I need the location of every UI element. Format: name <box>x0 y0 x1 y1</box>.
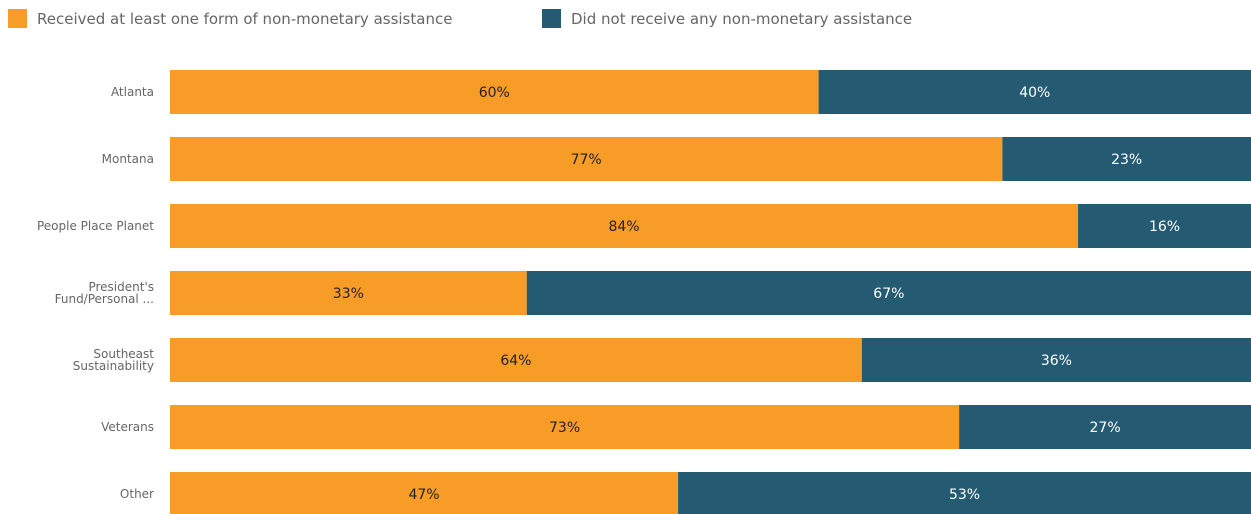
value-label-0-series-0: 60% <box>479 85 510 101</box>
value-label-4-series-1: 36% <box>1041 353 1072 369</box>
category-label-5: Veterans <box>101 420 154 434</box>
bar-2-series-0 <box>170 204 1079 248</box>
category-label-4-line-0: Southeast <box>93 347 154 361</box>
bar-1-series-1 <box>1002 137 1251 181</box>
bar-3-series-1 <box>526 271 1251 315</box>
legend-label-0: Received at least one form of non-moneta… <box>37 10 452 28</box>
value-label-4-series-0: 64% <box>500 353 531 369</box>
bar-5-series-0 <box>170 405 960 449</box>
bar-3-series-0 <box>170 271 527 315</box>
category-label-3-line-0: President's <box>88 280 154 294</box>
category-label-0: Atlanta <box>111 85 154 99</box>
category-label-2: People Place Planet <box>37 219 154 233</box>
legend-swatch-1 <box>542 9 561 28</box>
bar-4-series-1 <box>861 338 1251 382</box>
value-label-6-series-1: 53% <box>949 487 980 503</box>
bar-5-series-1 <box>959 405 1251 449</box>
value-label-0-series-1: 40% <box>1019 85 1050 101</box>
value-label-2-series-1: 16% <box>1149 219 1180 235</box>
category-axis: Atlanta Montana People Place Planet Preside… <box>37 85 154 501</box>
bar-6-series-0 <box>170 472 679 514</box>
bar-6-series-1 <box>678 472 1251 514</box>
data-labels: 60% 40% 77% 23% 84% 16% 33% 67% 64% 36% 73% 27% 47% 5… <box>333 85 1180 503</box>
value-label-1-series-1: 23% <box>1111 152 1142 168</box>
category-label-4-line-1: Sustainability <box>73 359 154 373</box>
value-label-1-series-0: 77% <box>571 152 602 168</box>
bars <box>170 70 1251 514</box>
value-label-3-series-0: 33% <box>333 286 364 302</box>
bar-0-series-0 <box>170 70 819 114</box>
value-label-6-series-0: 47% <box>408 487 439 503</box>
value-label-2-series-0: 84% <box>608 219 639 235</box>
bar-0-series-1 <box>818 70 1251 114</box>
legend-swatch-0 <box>8 9 27 28</box>
category-label-3-line-1: Fund/Personal ... <box>55 292 154 306</box>
bar-4-series-0 <box>170 338 862 382</box>
bar-2-series-1 <box>1078 204 1251 248</box>
category-label-6: Other <box>120 487 154 501</box>
legend: Received at least one form of non-moneta… <box>8 9 912 28</box>
value-label-5-series-0: 73% <box>549 420 580 436</box>
category-label-1: Montana <box>102 152 154 166</box>
value-label-3-series-1: 67% <box>873 286 904 302</box>
bar-1-series-0 <box>170 137 1003 181</box>
legend-label-1: Did not receive any non-monetary assista… <box>571 10 912 28</box>
value-label-5-series-1: 27% <box>1090 420 1121 436</box>
